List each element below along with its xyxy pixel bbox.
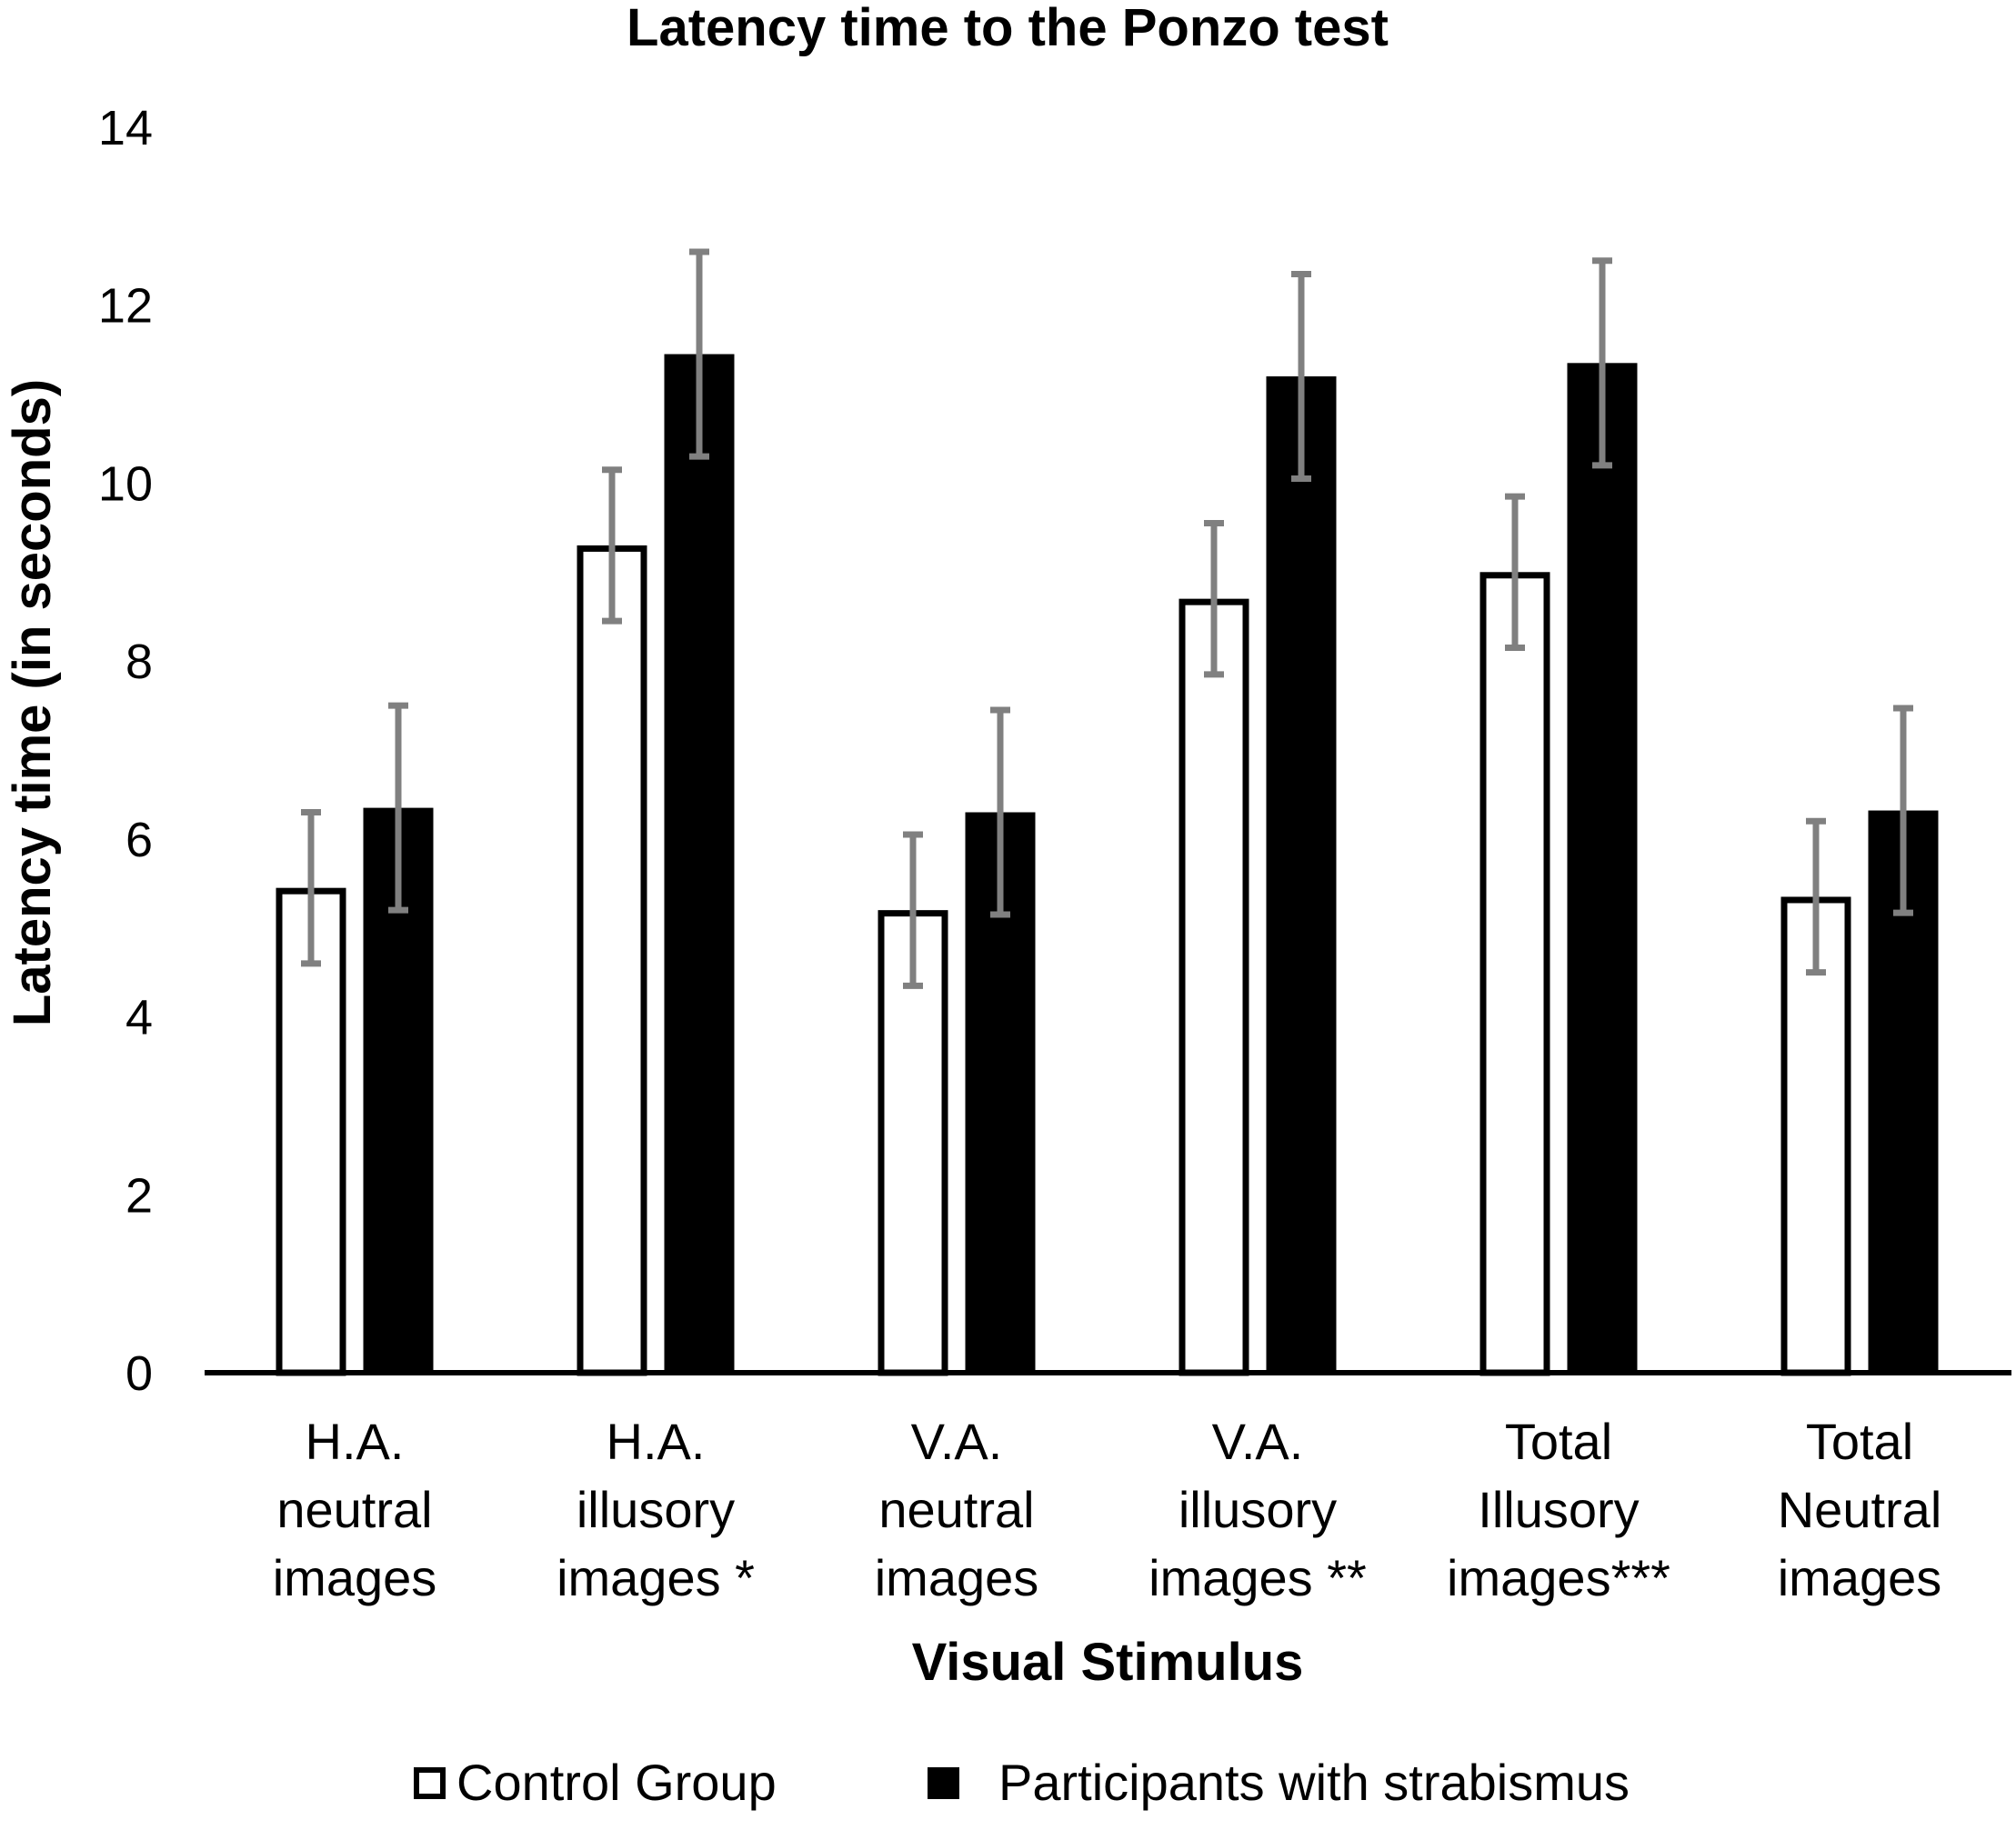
bar-control xyxy=(1780,896,1851,1376)
x-tick-label: images*** xyxy=(1447,1549,1670,1606)
x-tick-label: Total xyxy=(1806,1413,1913,1470)
bar-strabismus xyxy=(1567,363,1638,1374)
legend-swatch-control xyxy=(414,1767,446,1799)
x-tick-label: V.A. xyxy=(1212,1413,1304,1470)
x-tick-label: Illusory xyxy=(1478,1481,1639,1538)
x-tick-label: Neutral xyxy=(1778,1481,1942,1538)
bar-control xyxy=(577,545,647,1376)
chart-title: Latency time to the Ponzo test xyxy=(627,0,1389,57)
x-tick-label: images xyxy=(1778,1549,1942,1606)
y-tick-label: 12 xyxy=(98,279,153,334)
x-tick-label: images * xyxy=(557,1549,755,1606)
legend-label-strabismus: Participants with strabismus xyxy=(998,1754,1630,1811)
y-tick-label: 2 xyxy=(125,1168,153,1223)
x-tick-label: images xyxy=(875,1549,1039,1606)
error-bars xyxy=(301,248,1913,989)
bar-control xyxy=(1179,598,1249,1376)
y-axis-label: Latency time (in seconds) xyxy=(3,379,62,1026)
bar-strabismus xyxy=(664,354,735,1374)
legend-label-control: Control Group xyxy=(456,1754,777,1811)
x-tick-label: neutral xyxy=(878,1481,1034,1538)
y-tick-label: 4 xyxy=(125,991,153,1045)
bars xyxy=(276,354,1939,1376)
x-tick-label: illusory xyxy=(577,1481,735,1538)
x-axis-ticks: H.A. neutral images H.A. illusory images * V.A… xyxy=(273,1413,1942,1606)
y-tick-label: 8 xyxy=(125,635,153,689)
x-tick-label: images ** xyxy=(1148,1549,1367,1606)
x-tick-label: Total xyxy=(1505,1413,1612,1470)
bar-strabismus xyxy=(1266,376,1337,1373)
x-tick-label: neutral xyxy=(276,1481,432,1538)
y-tick-label: 0 xyxy=(125,1346,153,1401)
x-tick-label: illusory xyxy=(1179,1481,1337,1538)
legend-swatch-strabismus xyxy=(928,1767,959,1799)
y-axis-ticks: 0 2 4 6 8 10 12 14 xyxy=(98,101,153,1401)
x-tick-label: H.A. xyxy=(306,1413,405,1470)
x-tick-label: images xyxy=(273,1549,437,1606)
y-tick-label: 6 xyxy=(125,813,153,867)
y-tick-label: 10 xyxy=(98,456,153,511)
x-tick-label: V.A. xyxy=(911,1413,1003,1470)
y-tick-label: 14 xyxy=(98,101,153,155)
legend: Control Group Participants with strabismu… xyxy=(414,1754,1630,1811)
bar-control xyxy=(1479,572,1550,1376)
x-axis-label: Visual Stimulus xyxy=(912,1633,1304,1692)
x-tick-label: H.A. xyxy=(607,1413,706,1470)
